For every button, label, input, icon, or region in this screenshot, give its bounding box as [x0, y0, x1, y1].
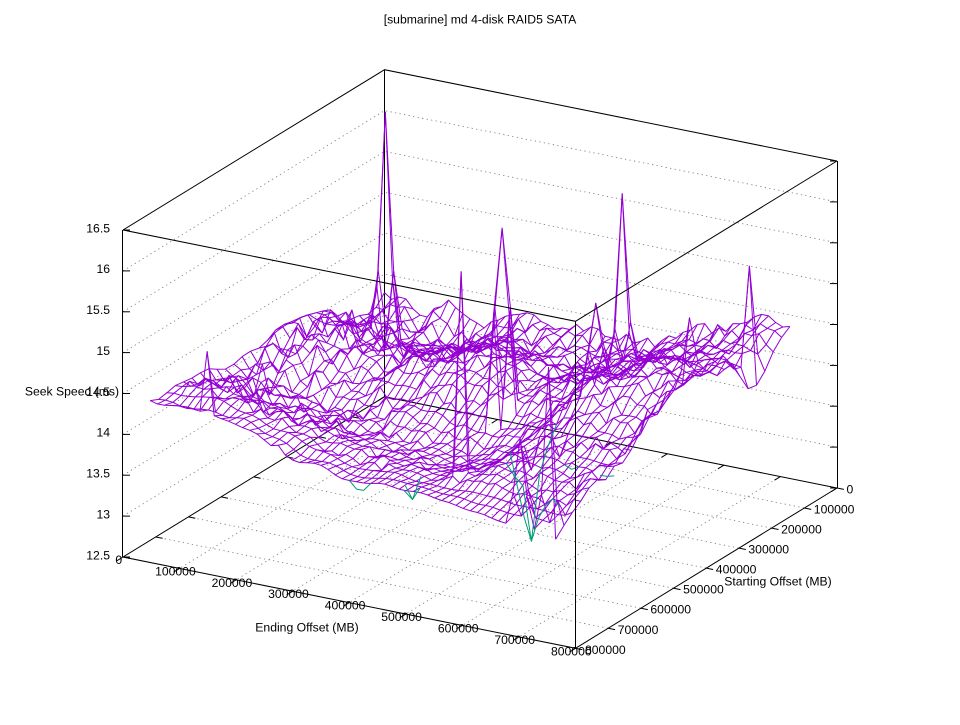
svg-text:Seek Speed (ms): Seek Speed (ms) [25, 385, 119, 399]
svg-text:15: 15 [96, 344, 110, 358]
svg-text:100000: 100000 [155, 564, 196, 578]
svg-text:13.5: 13.5 [86, 467, 110, 481]
svg-text:500000: 500000 [683, 583, 724, 597]
svg-text:14.5: 14.5 [86, 385, 110, 399]
svg-text:800000: 800000 [551, 644, 592, 658]
svg-text:0: 0 [115, 553, 122, 567]
svg-text:14: 14 [96, 426, 110, 440]
svg-text:16.5: 16.5 [86, 221, 110, 235]
svg-text:15.5: 15.5 [86, 303, 110, 317]
svg-text:600000: 600000 [438, 622, 479, 636]
svg-text:12.5: 12.5 [86, 548, 110, 562]
svg-text:Starting Offset (MB): Starting Offset (MB) [724, 575, 831, 589]
svg-text:200000: 200000 [212, 576, 253, 590]
svg-text:300000: 300000 [748, 543, 789, 557]
svg-text:0: 0 [847, 483, 854, 497]
svg-text:Ending Offset (MB): Ending Offset (MB) [255, 621, 358, 635]
svg-text:800000: 800000 [585, 643, 626, 657]
svg-text:600000: 600000 [650, 603, 691, 617]
svg-text:400000: 400000 [716, 563, 757, 577]
svg-text:200000: 200000 [781, 523, 822, 537]
svg-text:13: 13 [96, 507, 110, 521]
svg-text:400000: 400000 [325, 599, 366, 613]
svg-text:500000: 500000 [381, 610, 422, 624]
svg-text:700000: 700000 [618, 623, 659, 637]
svg-text:[submarine] md 4-disk RAID5 SA: [submarine] md 4-disk RAID5 SATA [384, 13, 577, 27]
svg-text:16: 16 [96, 262, 110, 276]
svg-text:100000: 100000 [814, 503, 855, 517]
svg-text:300000: 300000 [268, 587, 309, 601]
svg-text:700000: 700000 [494, 633, 535, 647]
